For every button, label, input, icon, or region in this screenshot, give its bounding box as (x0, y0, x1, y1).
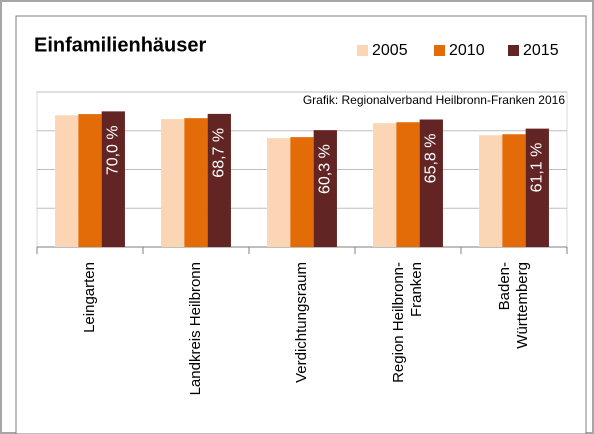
bar (207, 113, 231, 247)
data-label: 70,0 % (105, 125, 122, 175)
data-label: 68,7 % (211, 128, 228, 178)
bar (55, 115, 79, 247)
data-label: 61,1 % (529, 143, 546, 193)
bar (479, 135, 503, 247)
bar (267, 138, 291, 247)
bar (502, 134, 526, 247)
data-label: 60,3 % (317, 144, 334, 194)
x-tick-label: Verdichtungsraum (293, 262, 310, 383)
bar (313, 130, 337, 247)
legend-label: 2015 (523, 42, 559, 59)
legend-swatch (508, 45, 519, 56)
x-tick-label: Baden-Württemberg (496, 262, 531, 349)
x-tick-label: Leingarten (81, 262, 98, 333)
bar (101, 111, 125, 247)
legend-swatch (434, 45, 445, 56)
bar (373, 123, 397, 247)
bar (161, 119, 185, 247)
x-tick-label: Region Heilbronn-Franken (390, 262, 425, 383)
bar (419, 119, 443, 247)
bar (290, 137, 314, 247)
chart-title: Einfamilienhäuser (34, 34, 206, 56)
legend-swatch (357, 45, 368, 56)
bar (184, 118, 208, 247)
x-tick-label: Landkreis Heilbronn (187, 262, 204, 395)
data-label: 65,8 % (423, 134, 440, 184)
legend-label: 2010 (449, 42, 485, 59)
bar (396, 122, 420, 247)
bar (525, 128, 549, 247)
legend-label: 2005 (372, 42, 408, 59)
bar (78, 114, 102, 248)
annotation: Grafik: Regionalverband Heilbronn-Franke… (303, 93, 565, 107)
